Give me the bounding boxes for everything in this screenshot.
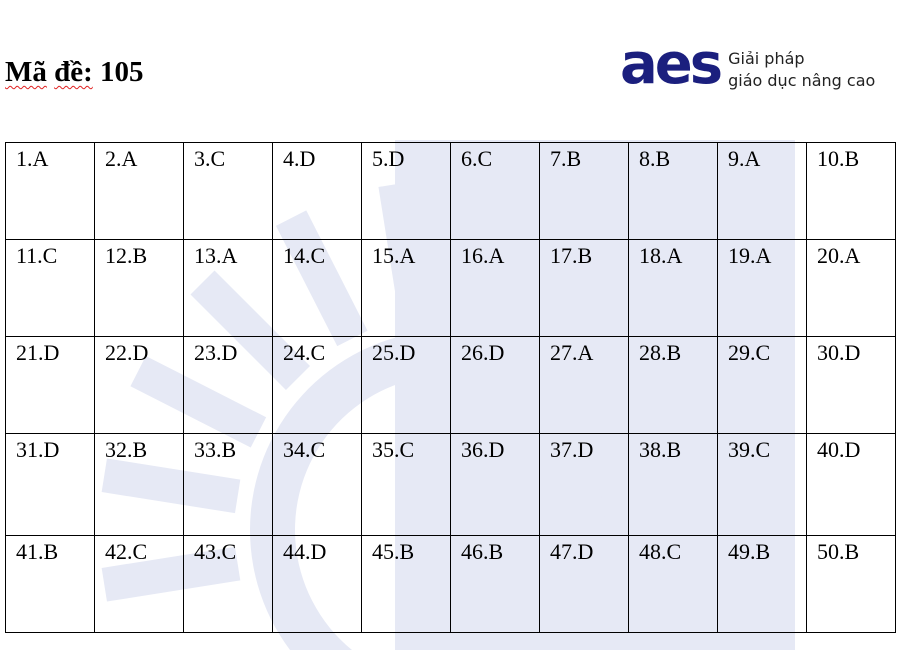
answer-cell: 47.D xyxy=(539,535,629,633)
answer-cell: 6.C xyxy=(450,142,540,240)
logo-line1: Giải pháp xyxy=(728,49,805,68)
answer-cell: 46.B xyxy=(450,535,540,633)
answer-cell: 8.B xyxy=(628,142,718,240)
answer-cell: 10.B xyxy=(806,142,896,240)
answer-cell: 45.B xyxy=(361,535,451,633)
answer-cell: 17.B xyxy=(539,239,629,337)
answer-cell: 16.A xyxy=(450,239,540,337)
answer-cell: 44.D xyxy=(272,535,362,633)
answer-cell: 32.B xyxy=(94,433,184,536)
answer-cell: 15.A xyxy=(361,239,451,337)
answer-cell: 41.B xyxy=(5,535,95,633)
answer-cell: 42.C xyxy=(94,535,184,633)
title-word-de: đề: xyxy=(54,56,93,88)
answer-cell: 24.C xyxy=(272,336,362,434)
answer-cell: 20.A xyxy=(806,239,896,337)
answer-cell: 43.C xyxy=(183,535,273,633)
answer-cell: 5.D xyxy=(361,142,451,240)
answer-cell: 4.D xyxy=(272,142,362,240)
exam-code-title: Mã đề: 105 xyxy=(5,56,144,89)
answer-cell: 11.C xyxy=(5,239,95,337)
answer-cell: 39.C xyxy=(717,433,807,536)
answer-row: 31.D 32.B 33.B 34.C 35.C 36.D 37.D 38.B 39.C 40.D xyxy=(5,433,896,536)
answer-cell: 27.A xyxy=(539,336,629,434)
answer-cell: 33.B xyxy=(183,433,273,536)
answer-row: 1.A 2.A 3.C 4.D 5.D 6.C 7.B 8.B 9.A 10.B xyxy=(5,142,896,240)
answer-cell: 26.D xyxy=(450,336,540,434)
answer-cell: 1.A xyxy=(5,142,95,240)
answer-cell: 9.A xyxy=(717,142,807,240)
answer-cell: 19.A xyxy=(717,239,807,337)
answer-cell: 12.B xyxy=(94,239,184,337)
answer-cell: 7.B xyxy=(539,142,629,240)
answer-cell: 49.B xyxy=(717,535,807,633)
answer-cell: 22.D xyxy=(94,336,184,434)
answer-cell: 35.C xyxy=(361,433,451,536)
answer-row: 21.D 22.D 23.D 24.C 25.D 26.D 27.A 28.B 29.C 30.D xyxy=(5,336,896,434)
answer-cell: 31.D xyxy=(5,433,95,536)
logo-tagline: Giải pháp giáo dục nâng cao xyxy=(728,48,875,92)
answer-cell: 34.C xyxy=(272,433,362,536)
answer-cell: 21.D xyxy=(5,336,95,434)
answer-table: 1.A 2.A 3.C 4.D 5.D 6.C 7.B 8.B 9.A 10.B 11.C 12.B 1… xyxy=(5,142,896,633)
answer-cell: 48.C xyxy=(628,535,718,633)
answer-cell: 13.A xyxy=(183,239,273,337)
answer-cell: 14.C xyxy=(272,239,362,337)
answer-cell: 30.D xyxy=(806,336,896,434)
answer-cell: 40.D xyxy=(806,433,896,536)
answer-cell: 28.B xyxy=(628,336,718,434)
logo-line2: giáo dục nâng cao xyxy=(728,71,876,90)
answer-cell: 25.D xyxy=(361,336,451,434)
logo-mark: aes xyxy=(620,32,723,97)
answer-cell: 50.B xyxy=(806,535,896,633)
answer-cell: 23.D xyxy=(183,336,273,434)
exam-code: 105 xyxy=(100,56,144,88)
answer-cell: 36.D xyxy=(450,433,540,536)
answer-cell: 38.B xyxy=(628,433,718,536)
aes-logo: aes Giải pháp giáo dục nâng cao xyxy=(620,37,875,98)
answer-cell: 2.A xyxy=(94,142,184,240)
answer-row: 41.B 42.C 43.C 44.D 45.B 46.B 47.D 48.C 49.B 50.B xyxy=(5,535,896,633)
answer-row: 11.C 12.B 13.A 14.C 15.A 16.A 17.B 18.A 19.A 20.A xyxy=(5,239,896,337)
title-word-ma: Mã xyxy=(5,56,47,88)
answer-cell: 29.C xyxy=(717,336,807,434)
answer-cell: 18.A xyxy=(628,239,718,337)
answer-cell: 3.C xyxy=(183,142,273,240)
answer-cell: 37.D xyxy=(539,433,629,536)
